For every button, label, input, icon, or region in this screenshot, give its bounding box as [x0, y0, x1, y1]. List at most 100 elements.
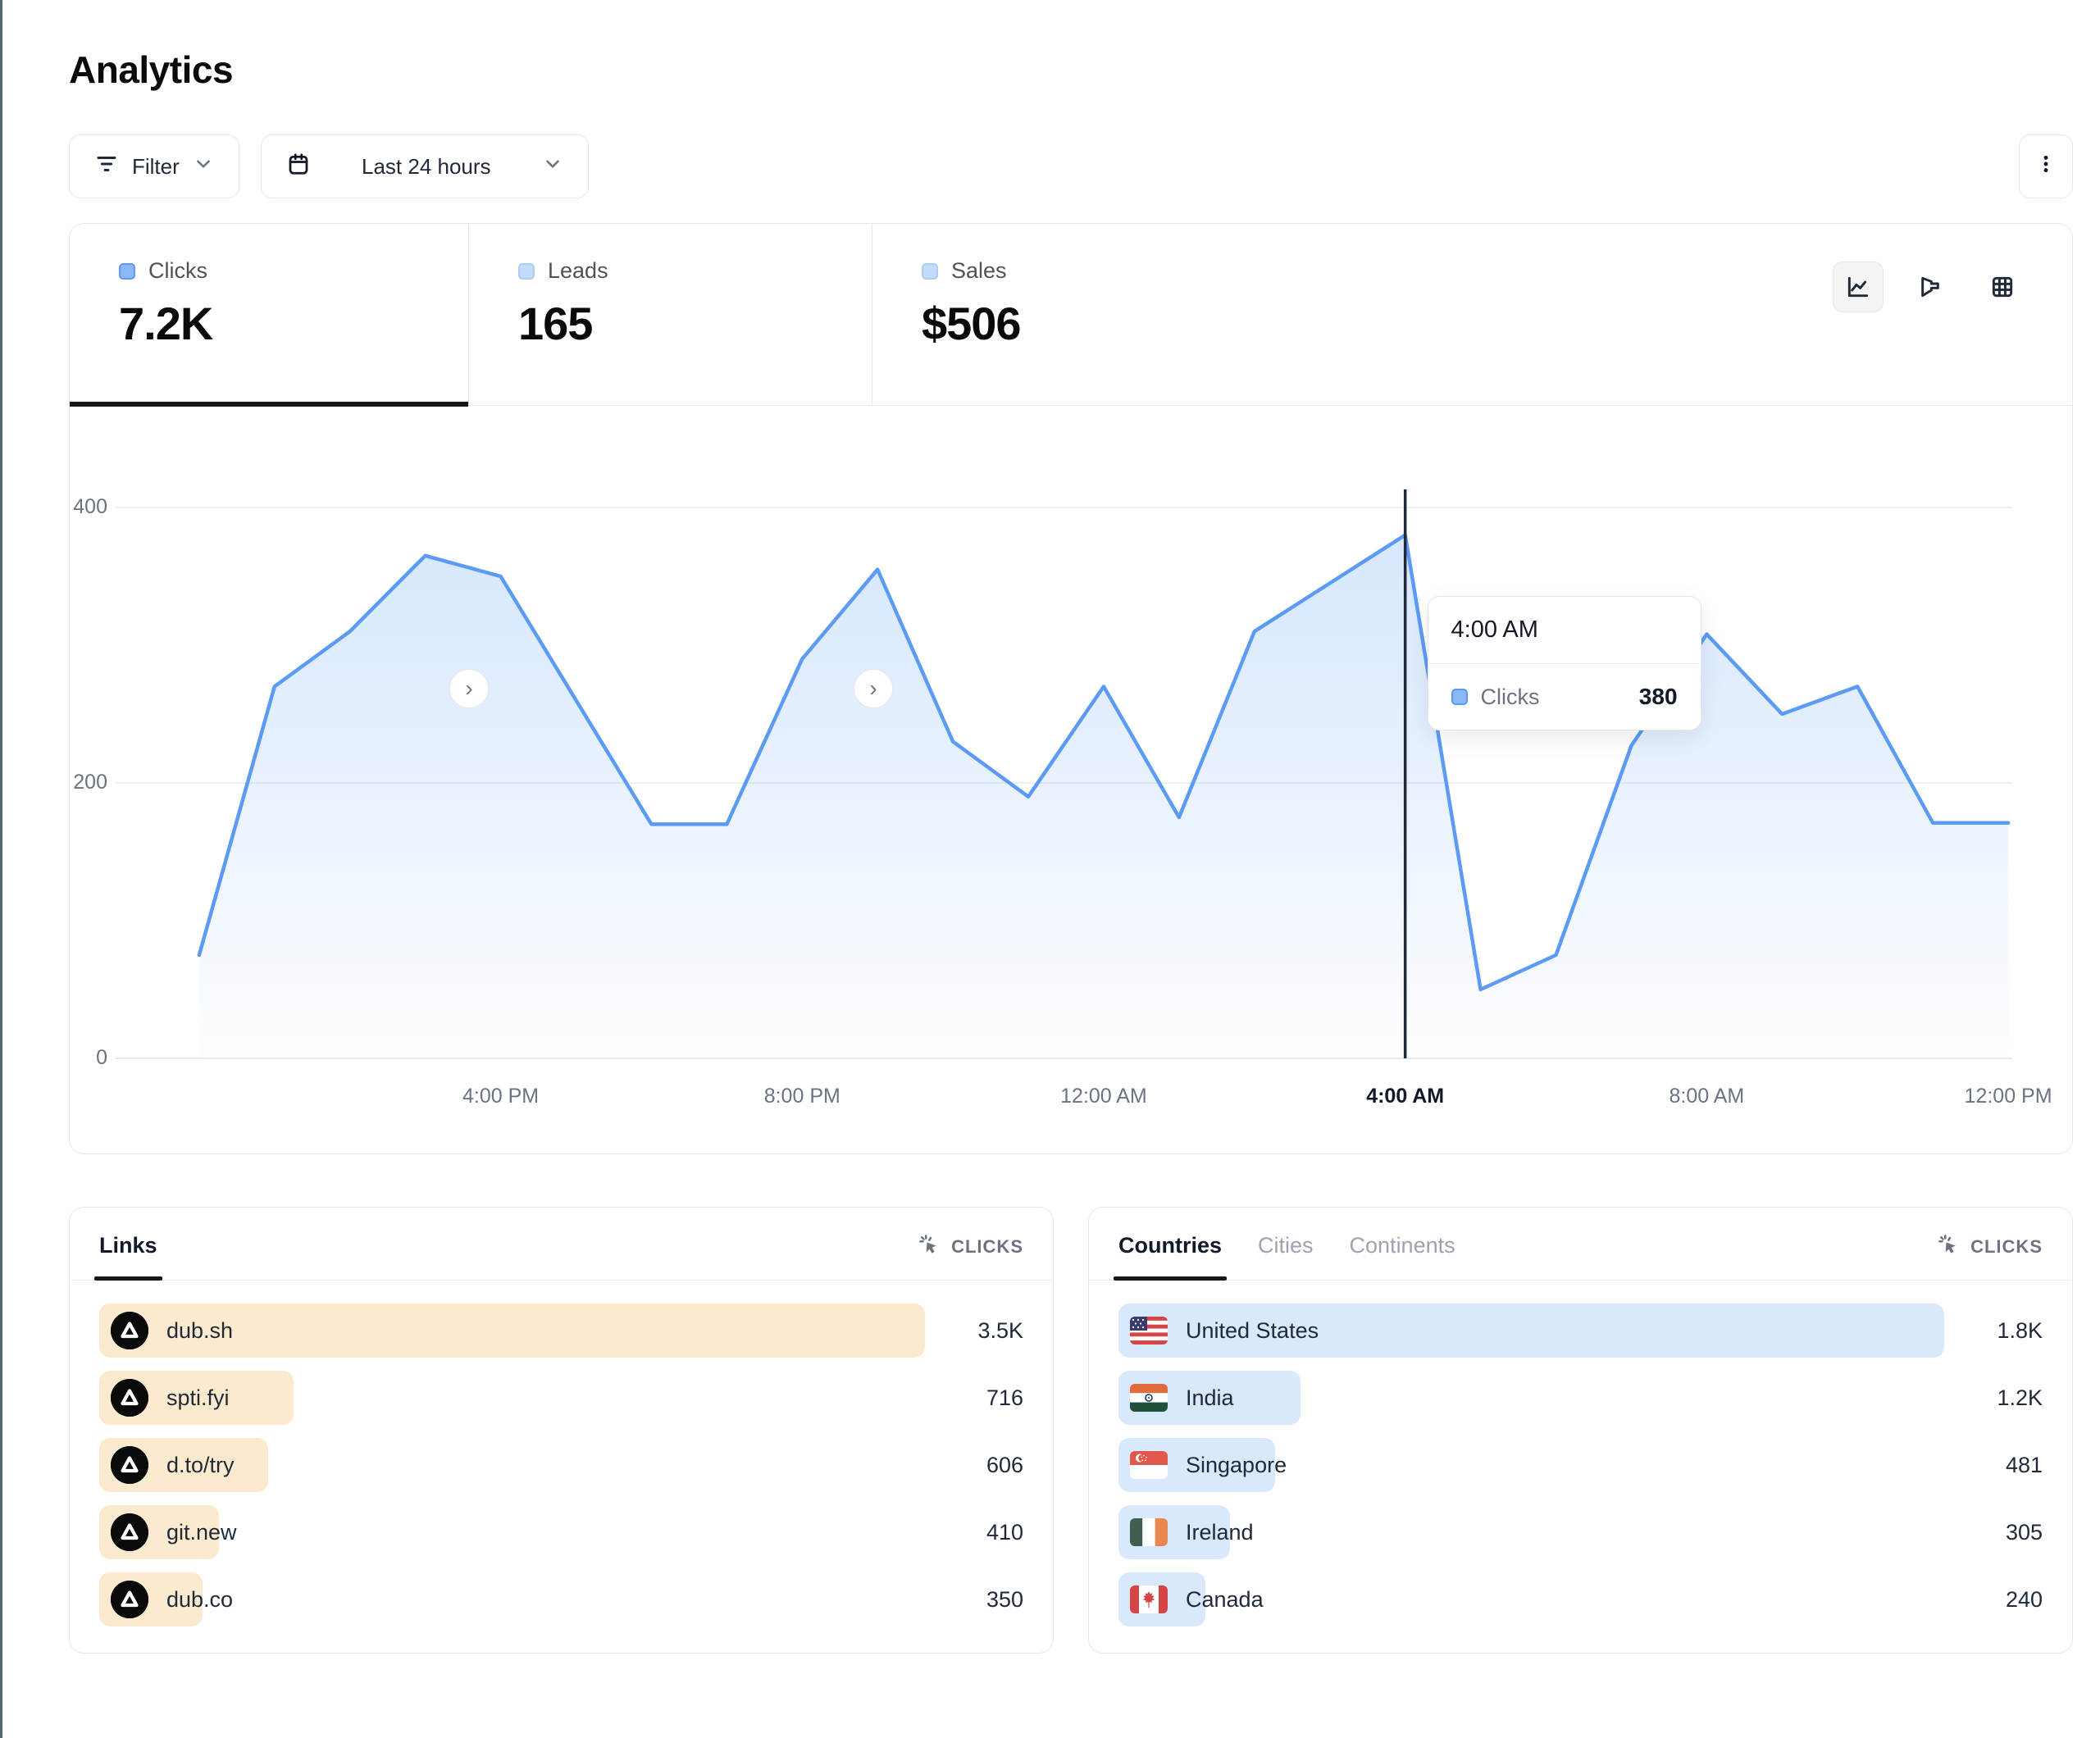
date-range-button[interactable]: Last 24 hours [260, 134, 589, 198]
tooltip-time: 4:00 AM [1428, 597, 1701, 664]
row-clicks-value: 606 [986, 1452, 1023, 1477]
metric-tab-row: Clicks 7.2K Leads 165 Sales $506 [70, 224, 2072, 407]
line-chart-icon[interactable] [1833, 262, 1884, 312]
value-bar [99, 1304, 925, 1358]
x-axis-tick-label: 4:00 PM [462, 1085, 540, 1108]
clicks-chart[interactable]: 400 200 0 4:00 PM 8:00 PM 12:00 AM 4:00 AM 8:0… [70, 406, 2072, 1153]
countries-metric-header[interactable]: CLICKS [1936, 1232, 2043, 1280]
area-chart-canvas [70, 489, 2072, 1062]
metric-tab-clicks[interactable]: Clicks 7.2K [70, 224, 469, 407]
y-axis-tick-label: 400 [73, 495, 107, 518]
chart-line [197, 533, 2011, 992]
row-label: d.to/try [166, 1452, 235, 1477]
analytics-card: Clicks 7.2K Leads 165 Sales $506 › › 400 200 0 … [69, 223, 2073, 1154]
dub-logo-icon [111, 1581, 148, 1618]
metric-tab-leads[interactable]: Leads 165 [469, 224, 872, 405]
chart-tooltip: 4:00 AM Clicks 380 [1427, 596, 1701, 730]
metric-tab-label: Sales [951, 258, 1007, 283]
row-clicks-value: 305 [2005, 1519, 2043, 1545]
row-clicks-value: 1.8K [1997, 1317, 2043, 1343]
tab-continents[interactable]: Continents [1349, 1232, 1455, 1258]
row-label: dub.co [166, 1586, 234, 1612]
filter-button[interactable]: Filter [69, 134, 239, 198]
flag-icon-ie [1130, 1518, 1168, 1546]
dub-logo-icon [111, 1312, 148, 1349]
country-row[interactable]: Singapore 481 [1118, 1438, 2043, 1492]
y-axis-tick-label: 200 [73, 771, 107, 794]
x-axis-tick-label: 4:00 AM [1366, 1085, 1445, 1108]
metric-tab-label: Leads [548, 258, 608, 283]
row-label: dub.sh [166, 1317, 234, 1343]
row-label: Singapore [1186, 1452, 1287, 1477]
link-row[interactable]: spti.fyi 716 [99, 1371, 1023, 1425]
links-panel: Links CLICKS dub.sh 3.5K spti.fyi 716 d.to/t… [69, 1207, 1054, 1654]
country-row[interactable]: Ireland 305 [1118, 1505, 2043, 1559]
flag-icon-us [1130, 1317, 1168, 1344]
link-row[interactable]: d.to/try 606 [99, 1438, 1023, 1492]
dub-logo-icon [111, 1379, 148, 1417]
row-clicks-value: 1.2K [1997, 1385, 2043, 1410]
row-clicks-value: 240 [2005, 1586, 2043, 1612]
chevron-right-icon[interactable]: › [449, 669, 489, 708]
row-clicks-value: 3.5K [977, 1317, 1023, 1343]
country-row[interactable]: Canada 240 [1118, 1572, 2043, 1627]
row-clicks-value: 350 [986, 1586, 1023, 1612]
toolbar: Filter Last 24 hours [69, 134, 2073, 198]
filter-button-label: Filter [132, 153, 180, 179]
x-axis-tick-label: 8:00 AM [1669, 1085, 1745, 1108]
x-axis-tick-label: 8:00 PM [763, 1085, 840, 1108]
tab-links[interactable]: Links [94, 1233, 162, 1281]
links-list: dub.sh 3.5K spti.fyi 716 d.to/try 606 git.new 4… [70, 1281, 1053, 1630]
table-view-icon[interactable] [1977, 262, 2028, 312]
country-row[interactable]: India 1.2K [1118, 1371, 2043, 1425]
more-options-button[interactable] [2019, 134, 2073, 198]
link-row[interactable]: dub.co 350 [99, 1572, 1023, 1627]
series-swatch [119, 262, 135, 280]
countries-metric-label: CLICKS [1970, 1236, 2043, 1257]
row-clicks-value: 481 [2005, 1452, 2043, 1477]
x-axis-tick-label: 12:00 AM [1060, 1085, 1147, 1108]
row-label: United States [1186, 1317, 1319, 1343]
links-panel-header: Links CLICKS [70, 1208, 1053, 1281]
flag-icon-ca [1130, 1586, 1168, 1613]
chevron-right-icon[interactable]: › [854, 669, 893, 708]
series-swatch [518, 262, 535, 280]
tab-countries[interactable]: Countries [1113, 1233, 1228, 1281]
x-axis-labels: 4:00 PM 8:00 PM 12:00 AM 4:00 AM 8:00 AM 12:0… [70, 1085, 2072, 1117]
link-row[interactable]: dub.sh 3.5K [99, 1304, 1023, 1358]
row-clicks-value: 716 [986, 1385, 1023, 1410]
row-label: India [1186, 1385, 1234, 1410]
links-metric-label: CLICKS [951, 1236, 1023, 1257]
row-label: git.new [166, 1519, 237, 1545]
chart-area-fill [198, 535, 2009, 1058]
cursor-click-icon [917, 1232, 941, 1262]
row-clicks-value: 410 [986, 1519, 1023, 1545]
row-label: spti.fyi [166, 1385, 230, 1410]
row-label: Canada [1186, 1586, 1264, 1612]
tab-cities[interactable]: Cities [1258, 1232, 1314, 1258]
cursor-click-icon [1936, 1232, 1961, 1262]
page-title: Analytics [69, 48, 234, 91]
funnel-chart-icon[interactable] [1905, 262, 1956, 312]
metric-tab-value: $506 [922, 298, 1022, 349]
tooltip-series-value: 380 [1638, 684, 1678, 709]
dub-logo-icon [111, 1446, 148, 1484]
date-range-label: Last 24 hours [362, 153, 491, 179]
country-row[interactable]: United States 1.8K [1118, 1304, 2043, 1358]
series-swatch [922, 262, 938, 280]
metric-tab-value: 165 [518, 298, 593, 349]
chevron-down-icon [193, 153, 214, 180]
filter-icon [94, 152, 119, 182]
countries-panel-header: Countries Cities Continents CLICKS [1089, 1208, 2072, 1281]
flag-icon-in [1130, 1384, 1168, 1412]
metric-tab-value: 7.2K [119, 298, 213, 349]
flag-icon-sg [1130, 1451, 1168, 1479]
metric-tab-label: Clicks [148, 258, 207, 283]
dub-logo-icon [111, 1513, 148, 1551]
y-axis-tick-label: 0 [96, 1046, 107, 1069]
chevron-down-icon [542, 153, 563, 180]
value-bar [1118, 1304, 1944, 1358]
link-row[interactable]: git.new 410 [99, 1505, 1023, 1559]
links-metric-header[interactable]: CLICKS [917, 1232, 1023, 1280]
metric-tab-sales[interactable]: Sales $506 [872, 224, 1217, 405]
